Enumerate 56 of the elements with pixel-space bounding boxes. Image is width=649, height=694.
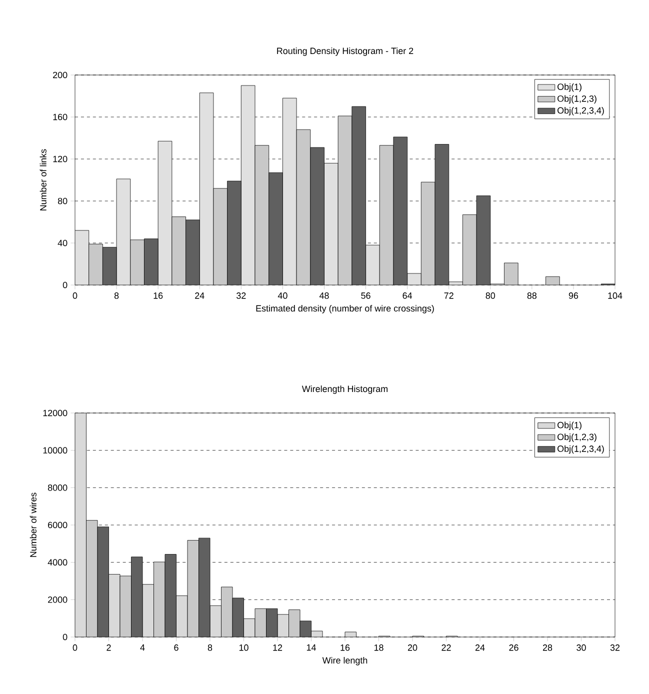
x-tick-label: 0 — [72, 292, 78, 299]
y-axis-title: Number of links — [40, 149, 46, 210]
x-tick-label: 24 — [195, 292, 204, 299]
x-tick-label: 8 — [208, 644, 212, 651]
legend-label: Obj(1,2,3,4) — [558, 107, 604, 116]
x-tick-label: 72 — [444, 292, 454, 299]
x-tick-label: 80 — [486, 292, 496, 299]
y-tick-label: 160 — [53, 114, 68, 120]
x-tick-label: 32 — [236, 292, 246, 299]
x-tick-label: 22 — [442, 644, 451, 651]
x-tick-label: 26 — [509, 644, 518, 651]
x-tick-label: 32 — [610, 644, 620, 651]
x-tick-label: 14 — [306, 644, 316, 651]
legend-label: Obj(1,2,3) — [558, 433, 596, 442]
x-tick-label: 4 — [140, 644, 145, 651]
x-tick-label: 104 — [608, 292, 622, 299]
y-tick-label: 40 — [58, 240, 68, 246]
y-tick-label: 2000 — [48, 596, 68, 603]
chart-title: Wirelength Histogram — [302, 385, 388, 394]
y-tick-label: 12000 — [43, 410, 68, 416]
x-tick-label: 0 — [72, 644, 78, 651]
x-tick-label: 56 — [361, 292, 370, 299]
x-tick-label: 64 — [402, 292, 412, 299]
y-tick-label: 120 — [53, 156, 68, 162]
x-tick-label: 28 — [542, 644, 552, 651]
x-tick-label: 18 — [374, 644, 384, 651]
x-axis-title: Estimated density (number of wire crossings) — [256, 304, 434, 314]
x-tick-label: 40 — [278, 292, 288, 299]
x-tick-label: 8 — [114, 292, 119, 299]
legend-label: Obj(1,2,3) — [558, 95, 596, 104]
legend-label: Obj(1) — [558, 83, 582, 92]
x-tick-label: 16 — [340, 644, 350, 651]
x-tick-label: 12 — [273, 644, 282, 651]
x-tick-label: 24 — [475, 644, 485, 651]
x-tick-label: 88 — [527, 292, 537, 299]
x-tick-label: 30 — [576, 644, 586, 651]
legend-label: Obj(1) — [558, 422, 582, 430]
x-tick-label: 20 — [408, 644, 418, 651]
y-tick-label: 10000 — [43, 447, 68, 454]
y-tick-label: 0 — [62, 282, 68, 288]
y-tick-label: 6000 — [48, 522, 68, 528]
chart-title: Routing Density Histogram - Tier 2 — [277, 47, 414, 56]
x-tick-label: 96 — [568, 292, 578, 299]
legend-label: Obj(1,2,3,4) — [558, 445, 604, 454]
x-tick-label: 16 — [154, 292, 163, 299]
y-axis-title: Number of wires — [30, 492, 36, 557]
x-tick-label: 2 — [106, 644, 111, 651]
x-tick-label: 48 — [319, 292, 329, 299]
y-tick-label: 200 — [53, 72, 68, 78]
y-tick-label: 80 — [58, 198, 68, 204]
x-axis-title: Wire length — [322, 656, 368, 666]
y-tick-label: 8000 — [48, 484, 68, 491]
y-tick-label: 4000 — [48, 559, 68, 566]
x-tick-label: 6 — [174, 644, 178, 651]
y-tick-label: 0 — [62, 634, 68, 640]
x-tick-label: 10 — [239, 644, 248, 651]
